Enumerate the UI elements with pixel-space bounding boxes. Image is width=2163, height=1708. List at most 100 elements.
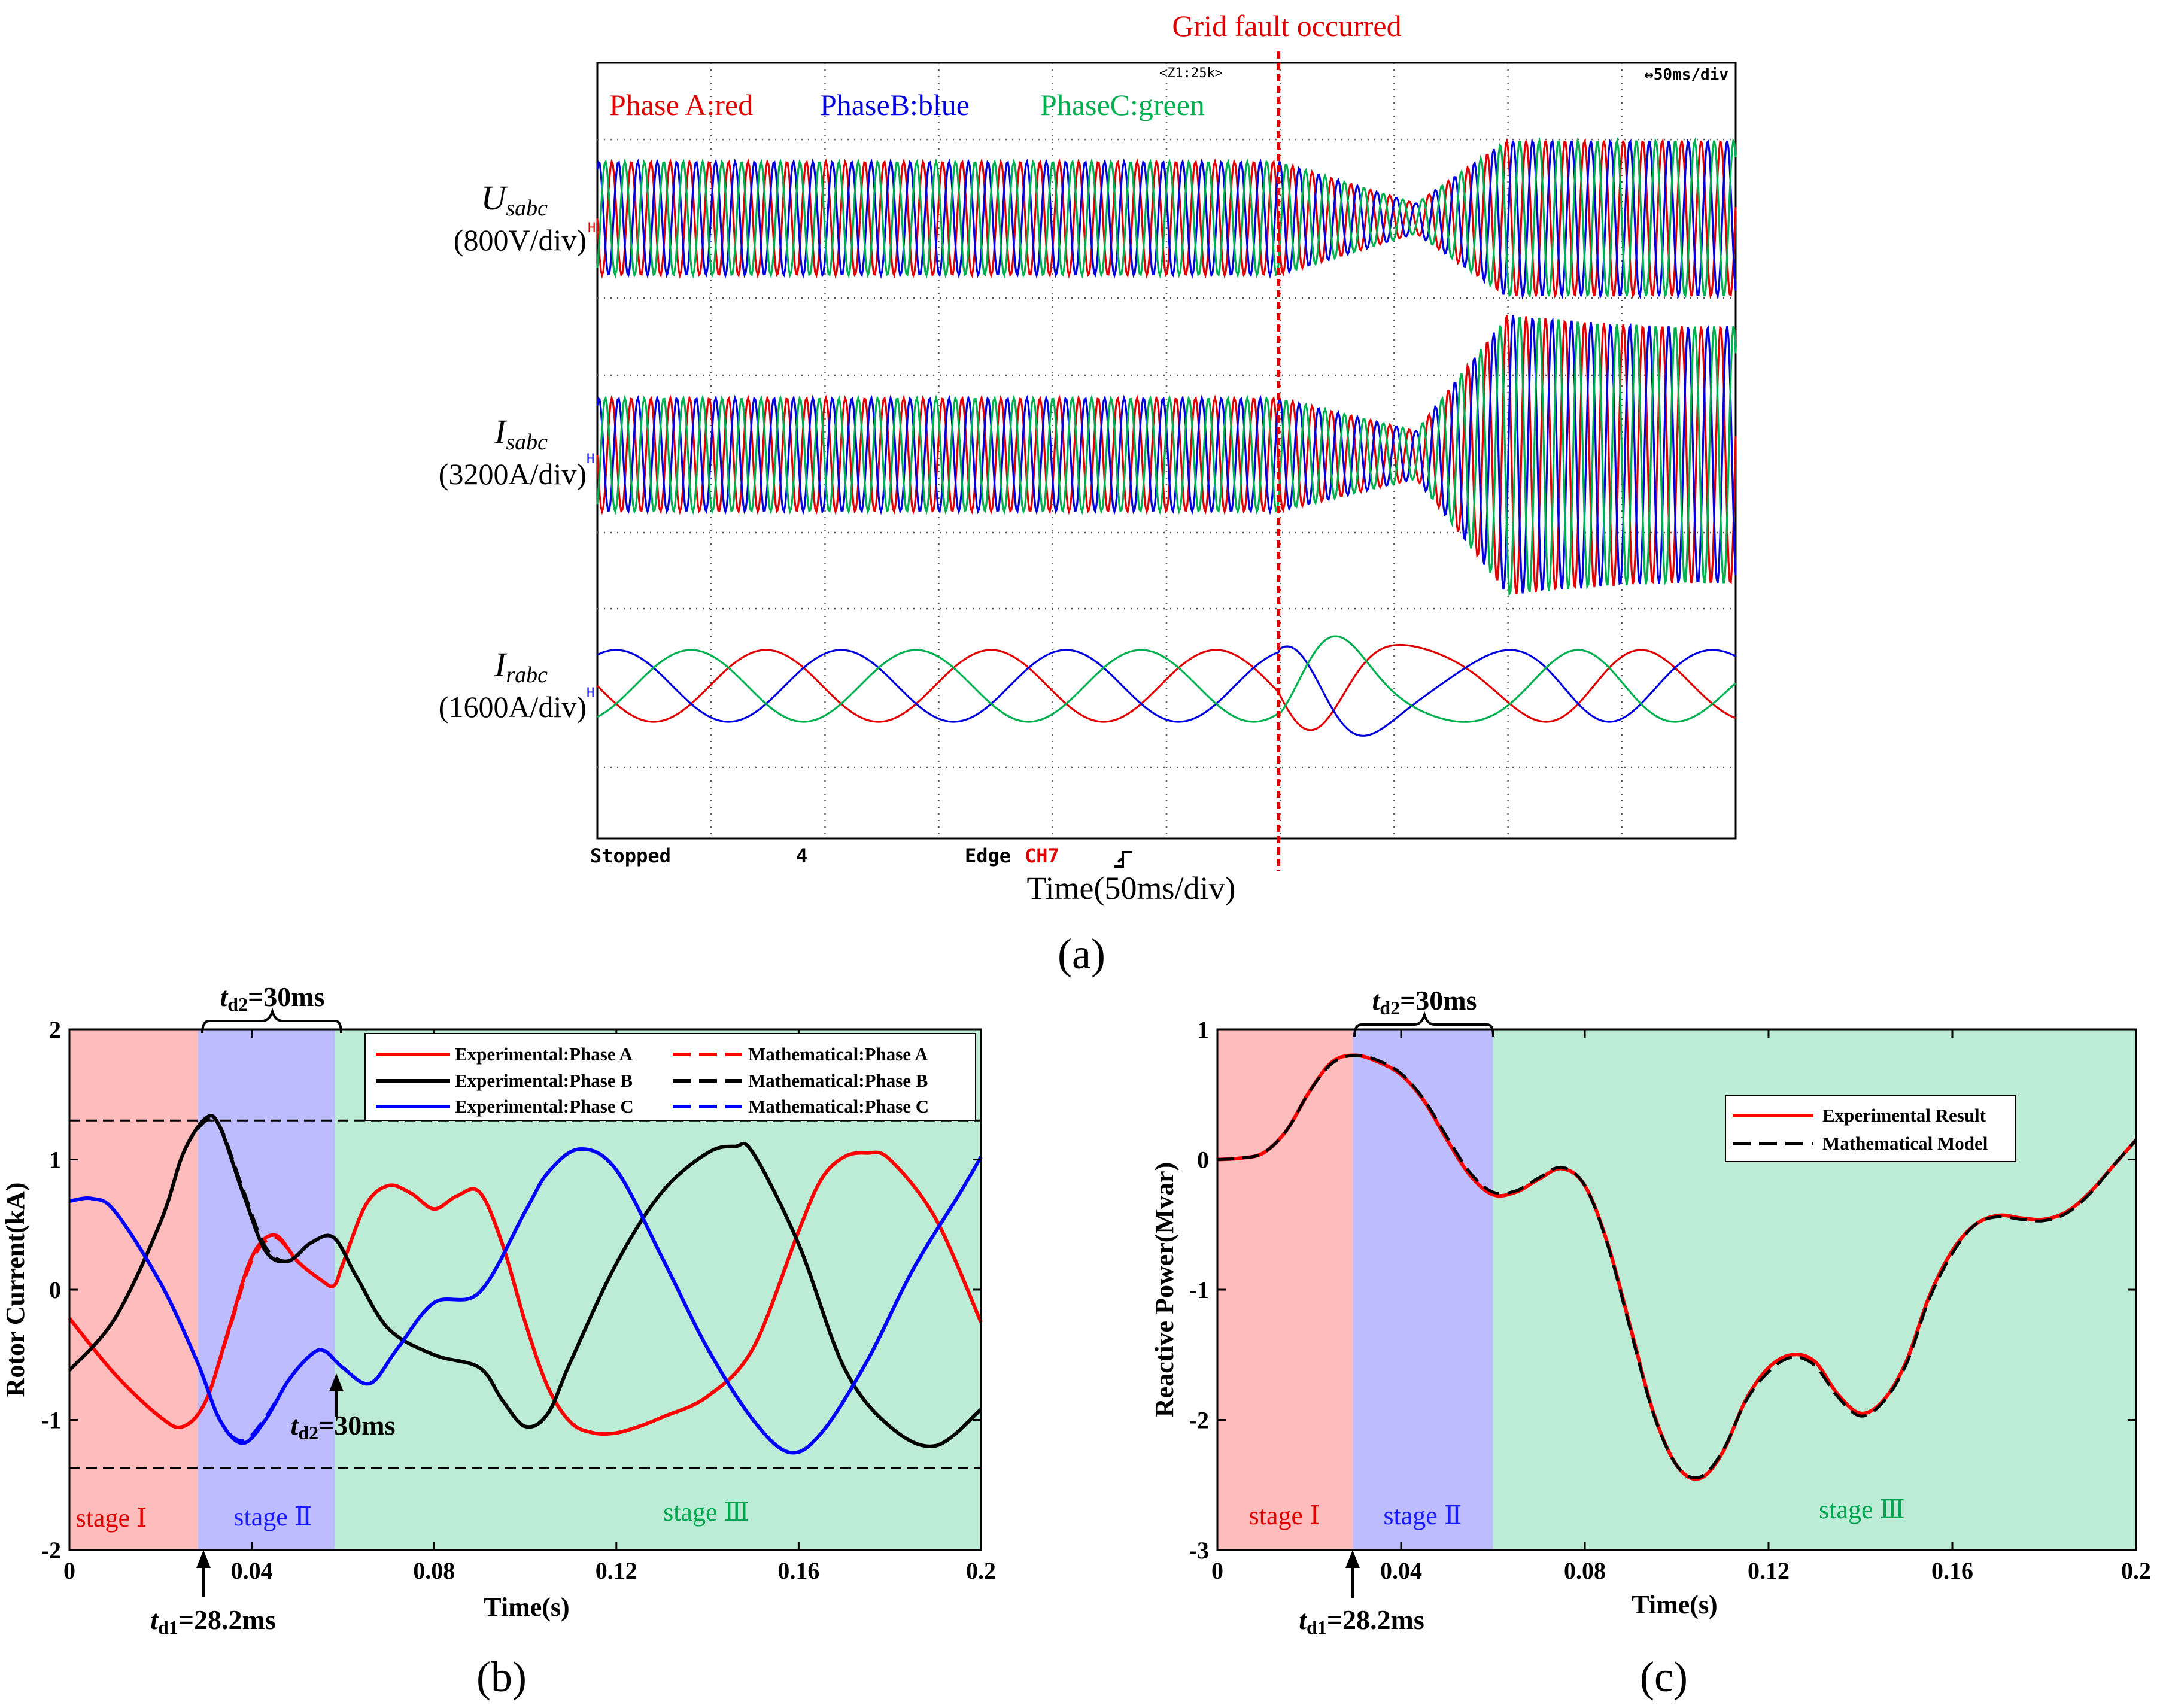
- isabc-phase-a-trace: [596, 315, 1737, 594]
- channel-2-label: Isabc: [494, 412, 548, 455]
- b-xtick-label: 0.2: [966, 1557, 996, 1584]
- status-count: 4: [796, 844, 807, 867]
- c-xtick-label: 0: [1211, 1557, 1223, 1584]
- b-legend: Experimental:Phase A Experimental:Phase …: [364, 1033, 976, 1121]
- trigger-mode: Edge: [965, 844, 1011, 867]
- b-caption: (b): [476, 1653, 527, 1701]
- c-td1-label: td1=28.2ms: [1299, 1604, 1424, 1638]
- b-series-mathematical-phase-c: [69, 1147, 983, 1455]
- ch1-ground-marker: H: [588, 221, 596, 236]
- channel-1-label: Usabc: [481, 178, 548, 221]
- usabc-phase-a-trace: [596, 138, 1737, 299]
- b-ytick-label: -1: [41, 1407, 61, 1434]
- b-xtick-label: 0: [63, 1557, 75, 1584]
- rising-edge-icon: [1114, 851, 1132, 868]
- panel-a-oscilloscope: <Z1:25k> ↔50ms/div Phase A:red PhaseB:bl…: [439, 9, 1737, 978]
- b-stage-3-label: stage Ⅲ: [663, 1497, 749, 1527]
- c-legend-exp: Experimental Result: [1822, 1105, 1986, 1126]
- irabc-phase-c-trace: [597, 635, 1737, 723]
- c-td1-arrow-head: [1345, 1550, 1360, 1568]
- c-td2-bracket-label: td2=30ms: [1372, 985, 1477, 1019]
- c-stage-2-label: stage Ⅱ: [1383, 1501, 1462, 1530]
- b-td2-arrow-label: td2=30ms: [290, 1410, 395, 1443]
- b-td2-bracket: [201, 1007, 342, 1034]
- c-xtick-label: 0.12: [1748, 1557, 1790, 1584]
- isabc-phase-c-trace: [596, 317, 1737, 597]
- b-stage-band-2: [198, 1029, 335, 1550]
- c-stage-1-label: stage Ⅰ: [1249, 1501, 1320, 1530]
- b-series-mathematical-phase-b: [68, 1116, 982, 1448]
- trigger-channel: CH7: [1025, 844, 1059, 867]
- c-ytick-label: 1: [1197, 1016, 1209, 1043]
- b-legend-math-c: Mathematical:Phase C: [748, 1096, 929, 1117]
- ch3-ground-marker: H: [587, 686, 594, 701]
- irabc-phase-a-trace: [596, 643, 1736, 731]
- c-series-mathematical-model: [1217, 1053, 2137, 1479]
- c-stage-band-1: [1217, 1029, 1353, 1550]
- b-ytick-label: 0: [49, 1277, 61, 1303]
- ch2-ground-marker: H: [587, 452, 594, 467]
- b-legend-box: [364, 1033, 976, 1121]
- c-caption: (c): [1640, 1653, 1688, 1701]
- b-stage-2-label: stage Ⅱ: [233, 1502, 312, 1531]
- b-xtick-label: 0.16: [777, 1557, 819, 1584]
- c-legend-math: Mathematical Model: [1822, 1133, 1988, 1154]
- b-legend-exp-b: Experimental:Phase B: [455, 1070, 633, 1091]
- channel-3-label: Irabc: [494, 645, 548, 688]
- c-xtick-label: 0.16: [1931, 1557, 1973, 1584]
- c-ytick-label: 0: [1197, 1147, 1209, 1174]
- channel-3-scale: (1600A/div): [439, 690, 587, 724]
- c-series-lines: [1217, 1053, 2138, 1481]
- channel-2-scale: (3200A/div): [439, 457, 587, 491]
- b-ytick-label: 1: [49, 1147, 61, 1174]
- b-legend-exp-a: Experimental:Phase A: [455, 1044, 633, 1065]
- b-stage-band-1: [69, 1029, 198, 1550]
- b-td1-arrow-head: [196, 1550, 211, 1568]
- legend-phase-c: PhaseC:green: [1040, 88, 1205, 121]
- usabc-phase-c-trace: [596, 137, 1737, 299]
- b-ylabel: Rotor Current(kA): [1, 1183, 30, 1397]
- c-ytick-label: -3: [1189, 1537, 1209, 1564]
- c-ticks: 0 0.04 0.08 0.12 0.16 0.2 -3 -2 -1 0 1: [1189, 1016, 2151, 1584]
- c-td2-bracket: [1353, 1011, 1494, 1037]
- b-xlabel: Time(s): [484, 1592, 569, 1622]
- timebase-label: ↔50ms/div: [1644, 66, 1728, 84]
- b-series-mathematical-phase-a: [68, 1151, 983, 1436]
- panel-c-reactive-power: 0 0.04 0.08 0.12 0.16 0.2 -3 -2 -1 0 1 Reactive Po…: [1150, 985, 2151, 1701]
- c-ylabel: Reactive Power(Mvar): [1150, 1162, 1179, 1417]
- c-ytick-label: -2: [1189, 1407, 1209, 1434]
- b-xtick-label: 0.04: [231, 1557, 273, 1584]
- c-stage-band-2: [1353, 1029, 1493, 1550]
- b-legend-exp-c: Experimental:Phase C: [455, 1096, 634, 1117]
- c-xtick-label: 0.08: [1564, 1557, 1606, 1584]
- status-stopped: Stopped: [590, 844, 671, 867]
- legend-phase-a: Phase A:red: [609, 88, 753, 121]
- channel-1-scale: (800V/div): [454, 223, 587, 257]
- panel-a-xlabel: Time(50ms/div): [1026, 870, 1235, 906]
- b-td2-arrow-head: [329, 1373, 344, 1391]
- c-ytick-label: -1: [1189, 1277, 1209, 1303]
- b-legend-math-a: Mathematical:Phase A: [748, 1044, 928, 1065]
- b-ticks: 0 0.04 0.08 0.12 0.16 0.2 -2 -1 0 1 2: [41, 1016, 996, 1584]
- b-legend-math-b: Mathematical:Phase B: [748, 1070, 928, 1091]
- legend-phase-b: PhaseB:blue: [820, 88, 970, 121]
- b-xtick-label: 0.08: [413, 1557, 455, 1584]
- b-stage-1-label: stage Ⅰ: [76, 1503, 147, 1533]
- c-stage-3-label: stage Ⅲ: [1819, 1495, 1905, 1524]
- b-td1-label: td1=28.2ms: [150, 1604, 276, 1638]
- panel-a-caption: (a): [1058, 930, 1105, 978]
- c-legend: Experimental Result Mathematical Model: [1725, 1095, 2016, 1162]
- b-td2-bracket-label: td2=30ms: [220, 981, 324, 1015]
- c-xlabel: Time(s): [1632, 1590, 1717, 1619]
- fault-label: Grid fault occurred: [1172, 9, 1401, 42]
- scope-traces: [596, 137, 1737, 737]
- b-series-lines: [68, 1114, 983, 1455]
- zoom-label: <Z1:25k>: [1159, 66, 1223, 81]
- b-xtick-label: 0.12: [596, 1557, 637, 1584]
- c-legend-box: [1725, 1095, 2016, 1162]
- c-xtick-label: 0.2: [2121, 1557, 2151, 1584]
- c-xtick-label: 0.04: [1380, 1557, 1422, 1584]
- b-ytick-label: 2: [49, 1016, 61, 1043]
- b-ytick-label: -2: [41, 1537, 61, 1564]
